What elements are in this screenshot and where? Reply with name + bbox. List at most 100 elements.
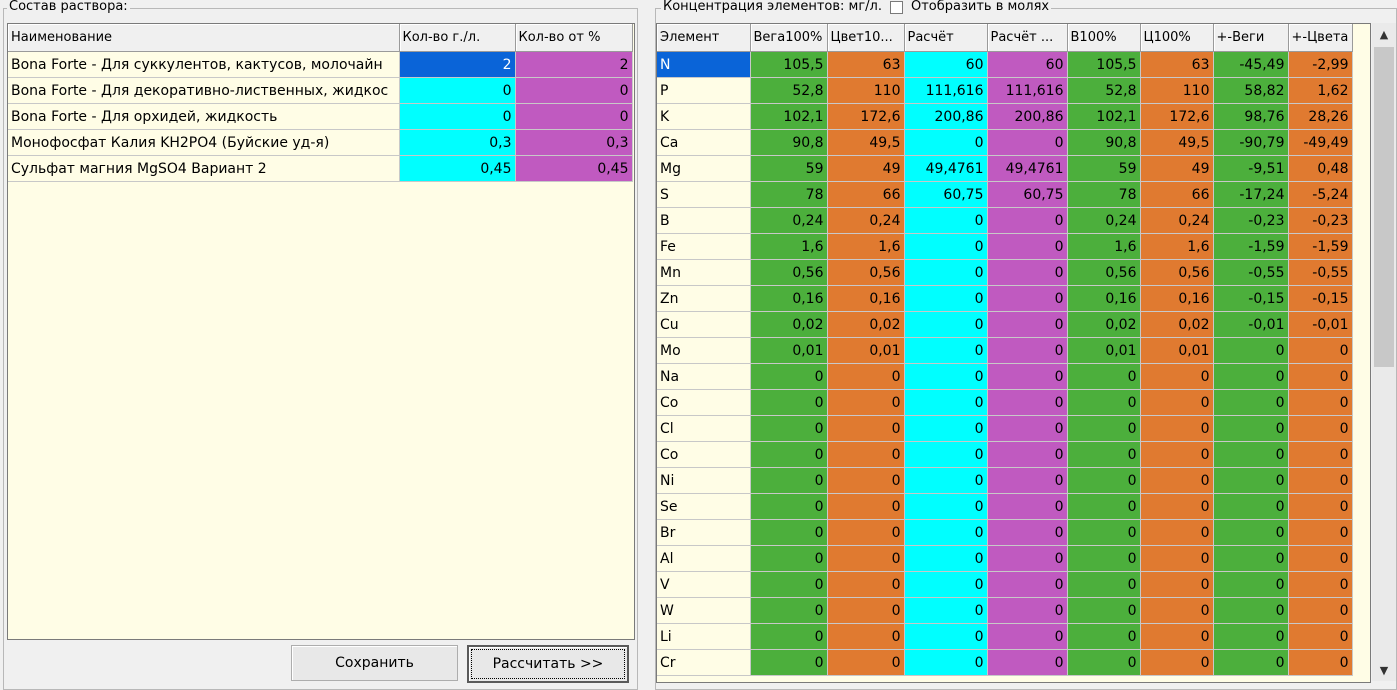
header-col-6[interactable]: Ц100% [1140,24,1214,52]
value-cell[interactable]: 0 [827,441,905,468]
value-cell[interactable]: 78 [750,181,828,208]
value-cell[interactable]: 0,56 [750,259,828,286]
value-cell[interactable]: 0 [1067,571,1141,598]
value-cell[interactable]: 49,4761 [987,155,1068,182]
element-name-cell[interactable]: Br [657,519,751,546]
value-cell[interactable]: 0,02 [1140,311,1214,338]
table-row[interactable]: Сульфат магния MgSO4 Вариант 2 0,45 0,45 [8,155,633,182]
composition-grid[interactable]: Наименование Кол-во г./л. Кол-во от % Bo… [7,23,635,640]
value-cell[interactable]: 111,616 [904,77,988,104]
value-cell[interactable]: 0 [987,285,1068,312]
value-cell[interactable]: 172,6 [1140,103,1214,130]
value-cell[interactable]: 0 [1288,467,1353,494]
table-row[interactable]: Bona Forte - Для орхидей, жидкость 0 0 [8,103,633,130]
component-name-cell[interactable]: Bona Forte - Для суккулентов, кактусов, … [8,51,400,78]
table-row[interactable]: P 52,8 110 111,616 111,616 52,8 110 58,82 1,62 [657,77,1353,104]
value-cell[interactable]: 0 [1213,467,1289,494]
value-cell[interactable]: 0 [827,545,905,572]
table-row[interactable]: Cr 0 0 0 0 0 0 0 0 [657,649,1353,676]
element-name-cell[interactable]: P [657,77,751,104]
value-cell[interactable]: 0 [827,649,905,676]
value-cell[interactable]: 0 [1213,363,1289,390]
value-cell[interactable]: 0 [1067,597,1141,624]
value-cell[interactable]: -0,15 [1288,285,1353,312]
table-row[interactable]: Mo 0,01 0,01 0 0 0,01 0,01 0 0 [657,337,1353,364]
element-name-cell[interactable]: Se [657,493,751,520]
value-cell[interactable]: 0 [1213,441,1289,468]
element-name-cell[interactable]: Na [657,363,751,390]
value-cell[interactable]: -0,01 [1288,311,1353,338]
concentration-scrollbar[interactable]: ▲ ▼ [1372,23,1396,681]
concentration-grid[interactable]: Элемент Вега100% Цвет10... Расчёт Расчёт ...… [656,23,1371,683]
value-cell[interactable]: -1,59 [1213,233,1289,260]
value-cell[interactable]: 0 [987,597,1068,624]
element-name-cell[interactable]: Mg [657,155,751,182]
table-row[interactable]: Монофосфат Калия KH2PO4 (Буйские уд-я) 0,… [8,129,633,156]
value-cell[interactable]: 0 [1140,545,1214,572]
value-cell[interactable]: 0 [904,597,988,624]
element-name-cell[interactable]: S [657,181,751,208]
value-cell[interactable]: 0 [1213,389,1289,416]
value-cell[interactable]: 78 [1067,181,1141,208]
value-cell[interactable]: 0 [1213,337,1289,364]
value-cell[interactable]: 60,75 [987,181,1068,208]
value-cell[interactable]: 63 [827,51,905,78]
panel-divider[interactable] [644,0,648,681]
table-row[interactable]: Fe 1,6 1,6 0 0 1,6 1,6 -1,59 -1,59 [657,233,1353,260]
value-cell[interactable]: 0 [1140,493,1214,520]
value-cell[interactable]: 0,01 [827,337,905,364]
value-cell[interactable]: 0 [827,623,905,650]
value-cell[interactable]: 0 [1288,415,1353,442]
component-pct-cell[interactable]: 0,3 [515,129,633,156]
value-cell[interactable]: 0 [987,207,1068,234]
value-cell[interactable]: 0,24 [750,207,828,234]
value-cell[interactable]: 102,1 [750,103,828,130]
table-row[interactable]: N 105,5 63 60 60 105,5 63 -45,49 -2,99 [657,51,1353,78]
value-cell[interactable]: 0 [827,363,905,390]
value-cell[interactable]: 0 [1140,389,1214,416]
value-cell[interactable]: 0,16 [827,285,905,312]
header-col-5[interactable]: В100% [1067,24,1141,52]
value-cell[interactable]: 0 [1140,597,1214,624]
value-cell[interactable]: -45,49 [1213,51,1289,78]
value-cell[interactable]: 0 [904,233,988,260]
element-name-cell[interactable]: Cl [657,415,751,442]
value-cell[interactable]: -0,55 [1288,259,1353,286]
element-name-cell[interactable]: N [657,51,751,78]
value-cell[interactable]: 1,6 [750,233,828,260]
value-cell[interactable]: 0 [987,259,1068,286]
value-cell[interactable]: 0 [1140,363,1214,390]
save-button[interactable]: Сохранить [291,645,458,681]
component-qty-cell[interactable]: 0,3 [399,129,516,156]
element-name-cell[interactable]: Co [657,389,751,416]
value-cell[interactable]: 0 [904,311,988,338]
component-name-cell[interactable]: Монофосфат Калия KH2PO4 (Буйские уд-я) [8,129,400,156]
value-cell[interactable]: 0 [1288,493,1353,520]
value-cell[interactable]: 63 [1140,51,1214,78]
value-cell[interactable]: 0 [750,467,828,494]
value-cell[interactable]: 66 [827,181,905,208]
value-cell[interactable]: 49,4761 [904,155,988,182]
value-cell[interactable]: -5,24 [1288,181,1353,208]
value-cell[interactable]: 200,86 [987,103,1068,130]
value-cell[interactable]: 0 [1288,519,1353,546]
value-cell[interactable]: 60 [904,51,988,78]
component-name-cell[interactable]: Bona Forte - Для декоративно-лиственных,… [8,77,400,104]
value-cell[interactable]: 0,02 [827,311,905,338]
value-cell[interactable]: 90,8 [750,129,828,156]
value-cell[interactable]: 0,01 [1140,337,1214,364]
value-cell[interactable]: 0 [987,467,1068,494]
value-cell[interactable]: 0 [1067,467,1141,494]
value-cell[interactable]: 0 [904,129,988,156]
value-cell[interactable]: 49 [1140,155,1214,182]
value-cell[interactable]: 0 [750,649,828,676]
header-col-4[interactable]: Расчёт ... [987,24,1068,52]
header-qty-gl[interactable]: Кол-во г./л. [399,24,516,52]
value-cell[interactable]: 98,76 [1213,103,1289,130]
component-pct-cell[interactable]: 0 [515,103,633,130]
table-row[interactable]: Zn 0,16 0,16 0 0 0,16 0,16 -0,15 -0,15 [657,285,1353,312]
show-in-moles-checkbox[interactable] [889,0,903,14]
value-cell[interactable]: 0 [987,389,1068,416]
component-qty-cell[interactable]: 0 [399,103,516,130]
